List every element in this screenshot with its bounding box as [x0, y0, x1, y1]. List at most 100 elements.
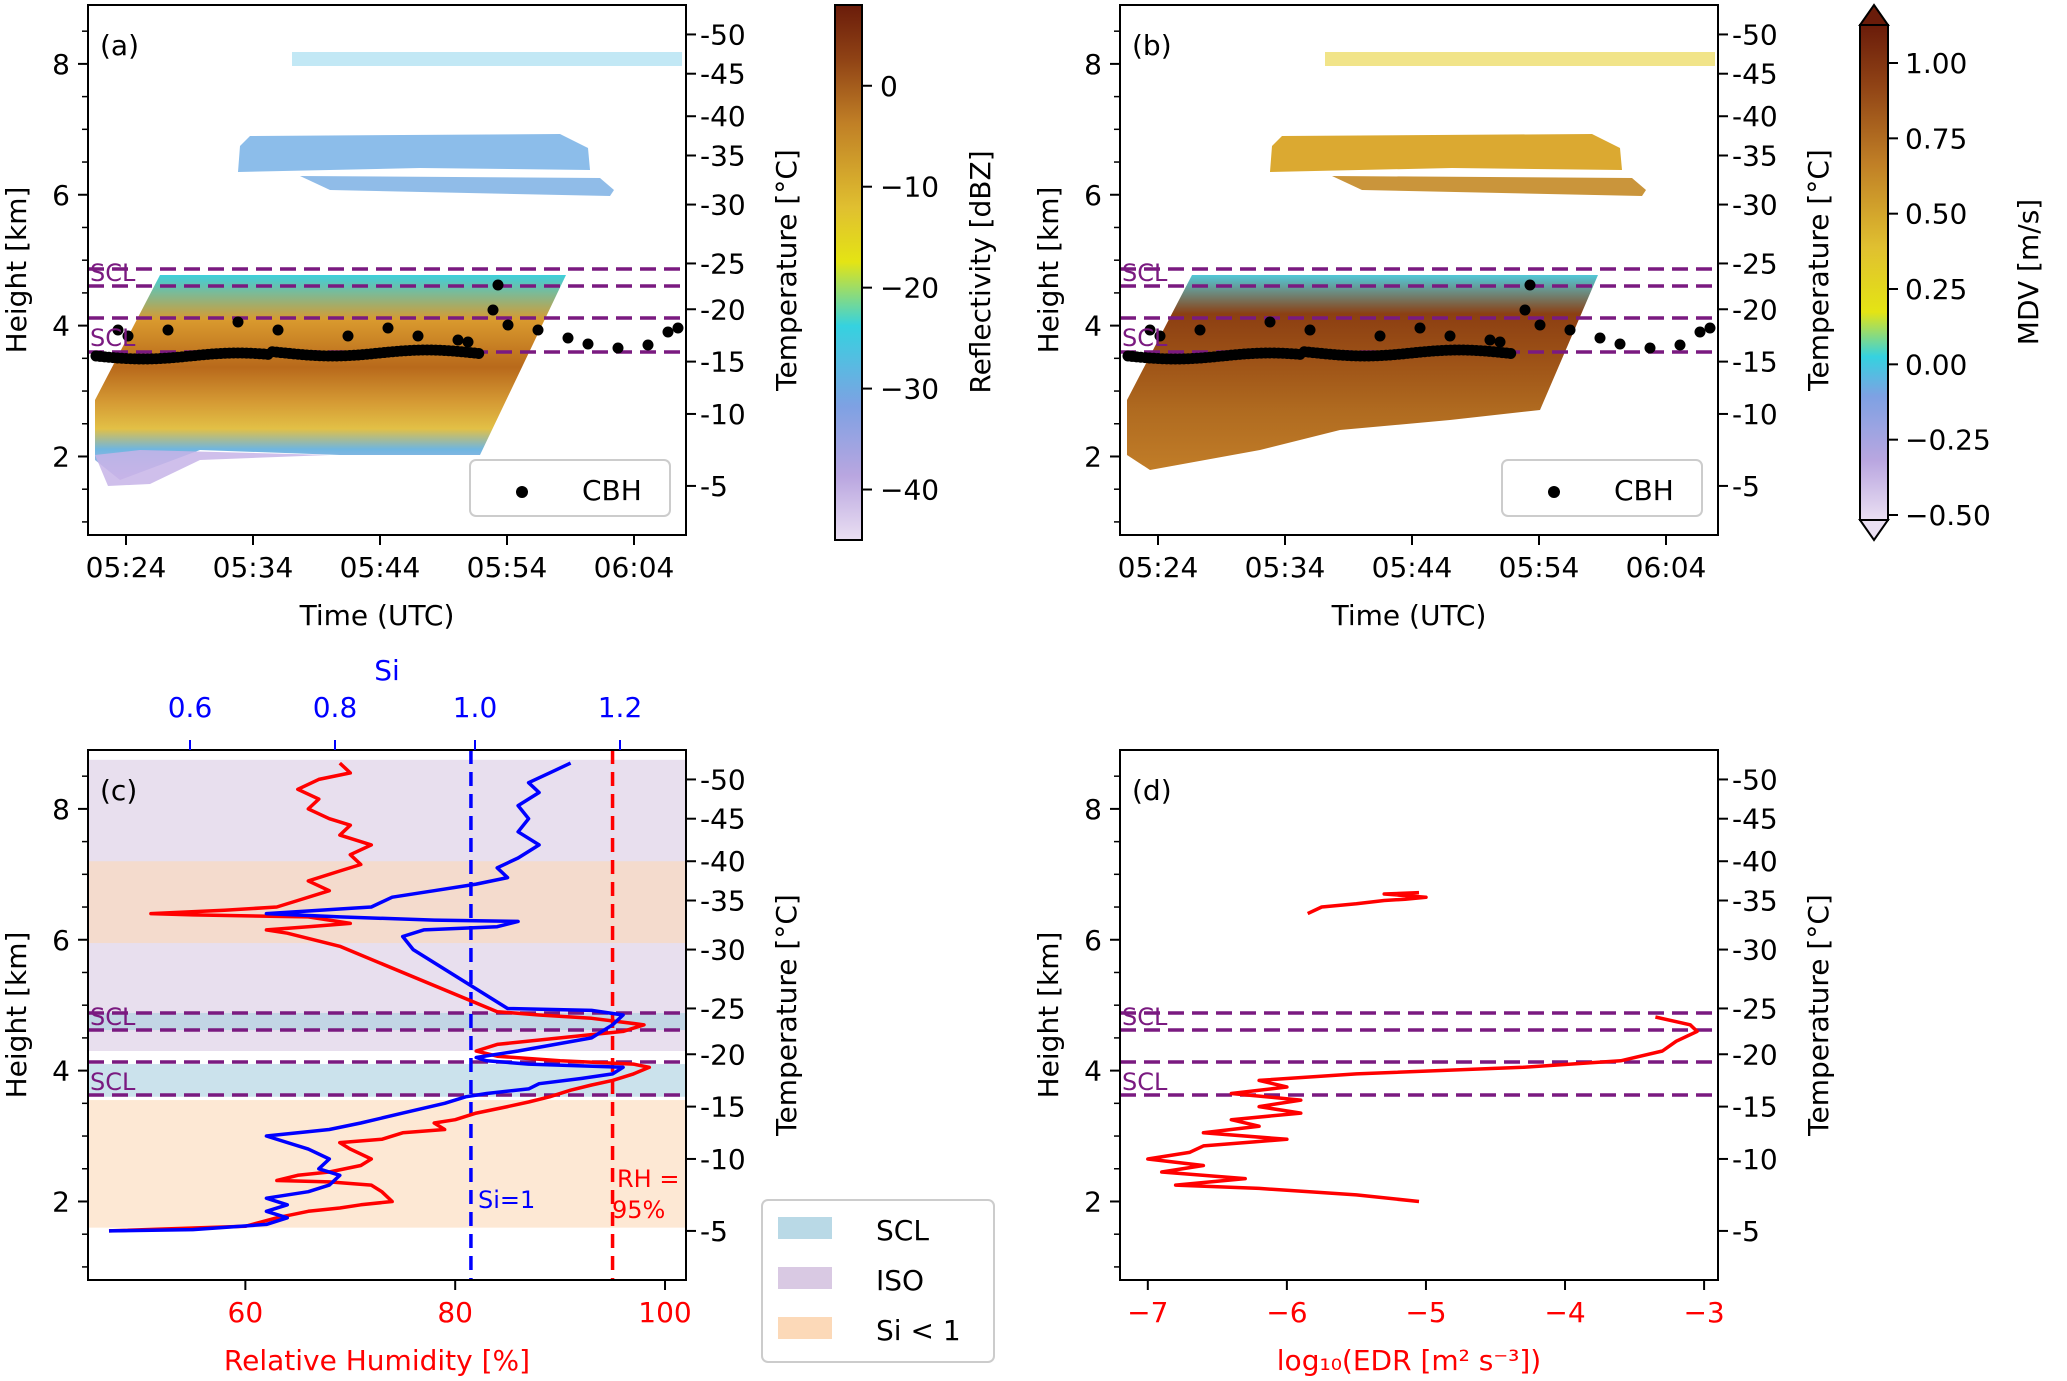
panel-d-frame	[1119, 749, 1719, 1281]
reflectivity-colorbar-label: Reflectivity [dBZ]	[964, 150, 997, 393]
temperature-axis-label: Temperature [°C]	[770, 149, 803, 392]
height-tick-label: 4	[1084, 1055, 1102, 1088]
colorbar-tick-label: −40	[880, 474, 939, 507]
cbh-point	[662, 326, 674, 338]
temperature-tick-label: -25	[700, 992, 746, 1025]
panel-a-legend	[469, 459, 671, 517]
height-axis-label: Height [km]	[0, 932, 33, 1099]
rh95-annotation-line1: RH =	[617, 1165, 679, 1193]
cbh-point	[1534, 319, 1546, 331]
cbh-point	[1564, 324, 1576, 336]
panel-a-cbh-points	[90, 279, 684, 365]
temperature-tick-label: -35	[700, 139, 746, 172]
temperature-tick-label: -5	[700, 1215, 728, 1248]
panel-a-scl-label-upper: SCL	[90, 259, 136, 287]
panel-d-axes: 2 4 6 8 Height [km] -50 -45 -40 -35 -30 -25 -20 -15 -…	[1032, 763, 1835, 1377]
cbh-point	[582, 338, 594, 350]
si-tick-label: 0.8	[313, 691, 358, 724]
cbh-point	[412, 330, 424, 342]
temperature-tick-label: -5	[1732, 1215, 1760, 1248]
cbh-point	[272, 324, 284, 336]
panel-b-axes: 2 4 6 8 Height [km] -50 -45 -40 -35 -30 -25 -20 -15 -…	[1032, 18, 1835, 632]
panel-b-legend	[1501, 459, 1703, 517]
panel-d-scl-label-upper: SCL	[1122, 1003, 1168, 1031]
temperature-tick-label: -30	[700, 934, 746, 967]
temperature-tick-label: -35	[1732, 884, 1778, 917]
legend-label-scl: SCL	[876, 1214, 929, 1247]
legend-label-iso: ISO	[876, 1264, 924, 1297]
temperature-tick-label: -50	[1732, 18, 1778, 51]
panel-b-cbh-points	[1122, 279, 1716, 365]
legend-swatch-scl	[778, 1217, 832, 1239]
cbh-point	[612, 342, 624, 354]
height-axis-label: Height [km]	[1032, 187, 1065, 354]
x-tick-label: 06:04	[1626, 551, 1707, 584]
x-tick-label: 05:54	[1499, 551, 1580, 584]
x-tick-label: −7	[1127, 1296, 1168, 1329]
temperature-tick-label: -40	[700, 100, 746, 133]
temperature-tick-label: -50	[700, 18, 746, 51]
x-tick-label: 100	[638, 1296, 691, 1329]
temperature-tick-label: -30	[1732, 934, 1778, 967]
cbh-point	[1614, 338, 1626, 350]
si-tick-label: 0.6	[168, 691, 213, 724]
cbh-point	[1704, 322, 1716, 334]
cbh-point	[1264, 316, 1276, 328]
cbh-point	[1505, 347, 1517, 359]
temperature-tick-label: -45	[700, 803, 746, 836]
height-tick-label: 8	[1084, 48, 1102, 81]
temperature-tick-label: -15	[700, 346, 746, 379]
panel-d: SCL SCL (d) 2 4 6 8 Height [km] -50 -45 -40 -35 -…	[1032, 749, 1835, 1377]
cbh-point	[1444, 330, 1456, 342]
temperature-tick-label: -35	[1732, 139, 1778, 172]
cbh-point	[473, 347, 485, 359]
temperature-axis-label: Temperature [°C]	[1802, 894, 1835, 1137]
x-tick-label: 05:24	[86, 551, 167, 584]
temperature-tick-label: -50	[1732, 763, 1778, 796]
cirrus-band-lower	[300, 176, 614, 196]
cbh-point	[452, 334, 464, 346]
colorbar-tick-label: −0.50	[1905, 499, 1991, 532]
height-tick-label: 6	[52, 179, 70, 212]
temperature-tick-label: -10	[700, 398, 746, 431]
x-tick-label: −4	[1544, 1296, 1585, 1329]
si-tick-label: 1.0	[453, 691, 498, 724]
cbh-point	[562, 332, 574, 344]
mdv-colorbar-ticks: 1.00 0.75 0.50 0.25 0.00 −0.25 −0.50	[1888, 47, 1991, 532]
panel-b-legend-label: CBH	[1614, 474, 1674, 507]
cbh-point	[1644, 342, 1656, 354]
panel-d-scl-lines	[1120, 1011, 1718, 1097]
temperature-tick-label: -25	[1732, 992, 1778, 1025]
cbh-point	[382, 322, 394, 334]
shaded-region	[88, 1064, 686, 1097]
cirrus-band-middle	[238, 134, 590, 172]
rh95-annotation-line2: 95%	[612, 1196, 665, 1224]
x-tick-label: 05:34	[213, 551, 294, 584]
temperature-tick-label: -45	[1732, 58, 1778, 91]
cbh-point	[1304, 324, 1316, 336]
cbh-point	[487, 304, 499, 316]
colorbar-tick-label: 0	[880, 70, 898, 103]
panel-c: SCL SCL Si=1 RH = 95% (c) 2 4 6 8 Height [km…	[0, 654, 995, 1377]
temperature-tick-label: -15	[700, 1091, 746, 1124]
cbh-point	[532, 324, 544, 336]
panel-b-heatmap	[1127, 52, 1715, 470]
cbh-point	[162, 324, 174, 336]
temperature-axis-label: Temperature [°C]	[1802, 149, 1835, 392]
x-axis-label: Relative Humidity [%]	[224, 1344, 530, 1377]
panel-a-legend-label: CBH	[582, 474, 642, 507]
panel-d-series	[1146, 890, 1699, 1204]
temperature-tick-label: -25	[700, 247, 746, 280]
temperature-tick-label: -45	[700, 58, 746, 91]
x-tick-label: 05:44	[1372, 551, 1453, 584]
cbh-point	[502, 319, 514, 331]
panel-b-legend-marker	[1548, 486, 1560, 498]
colorbar-tick-label: 0.00	[1905, 348, 1967, 381]
cbh-point	[122, 330, 134, 342]
height-tick-label: 8	[52, 48, 70, 81]
colorbar-tick-label: −10	[880, 171, 939, 204]
precip-tail	[95, 450, 330, 486]
panel-c-scl-lines	[88, 1011, 686, 1097]
x-tick-label: 05:34	[1245, 551, 1326, 584]
panel-d-label: (d)	[1132, 774, 1172, 807]
